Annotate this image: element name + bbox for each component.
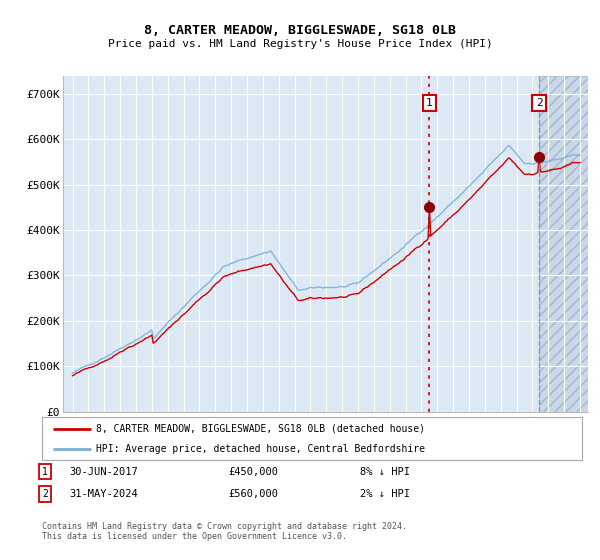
Text: HPI: Average price, detached house, Central Bedfordshire: HPI: Average price, detached house, Cent… [96, 445, 425, 454]
Text: 8, CARTER MEADOW, BIGGLESWADE, SG18 0LB: 8, CARTER MEADOW, BIGGLESWADE, SG18 0LB [144, 24, 456, 36]
Text: 8% ↓ HPI: 8% ↓ HPI [360, 466, 410, 477]
Text: 1: 1 [42, 466, 48, 477]
Text: 1: 1 [426, 98, 433, 108]
Text: 8, CARTER MEADOW, BIGGLESWADE, SG18 0LB (detached house): 8, CARTER MEADOW, BIGGLESWADE, SG18 0LB … [96, 424, 425, 434]
Text: £450,000: £450,000 [228, 466, 278, 477]
Text: 30-JUN-2017: 30-JUN-2017 [69, 466, 138, 477]
Text: 2: 2 [42, 489, 48, 499]
Text: Price paid vs. HM Land Registry's House Price Index (HPI): Price paid vs. HM Land Registry's House … [107, 39, 493, 49]
Text: 31-MAY-2024: 31-MAY-2024 [69, 489, 138, 499]
Text: 2% ↓ HPI: 2% ↓ HPI [360, 489, 410, 499]
Text: £560,000: £560,000 [228, 489, 278, 499]
Bar [539, 76, 588, 412]
Text: Contains HM Land Registry data © Crown copyright and database right 2024.
This d: Contains HM Land Registry data © Crown c… [42, 522, 407, 542]
Text: 2: 2 [536, 98, 542, 108]
Bar [63, 76, 539, 412]
